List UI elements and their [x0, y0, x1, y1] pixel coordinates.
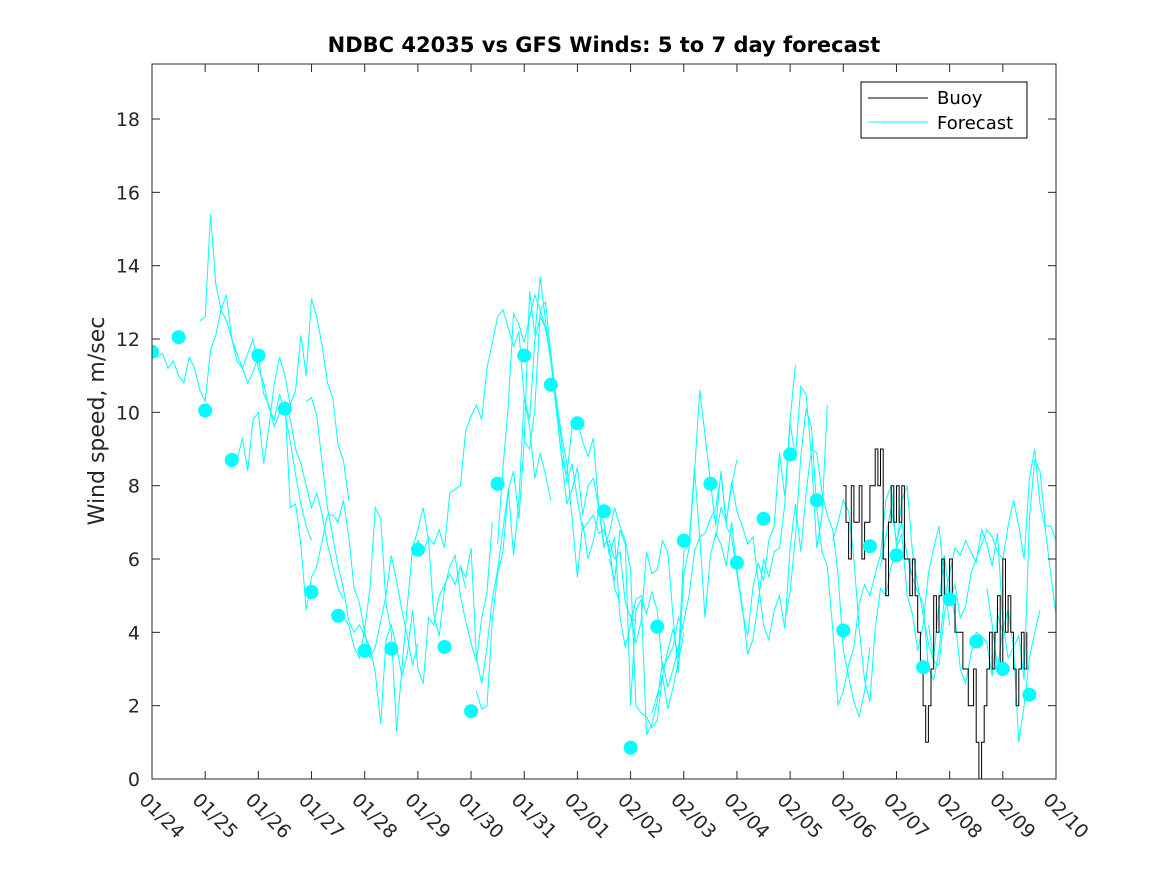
forecast-run-line — [630, 364, 796, 673]
legend: Buoy Forecast — [860, 81, 1028, 139]
forecast-run-line — [523, 300, 685, 671]
legend-forecast-label: Forecast — [937, 113, 1013, 134]
plot-area — [152, 214, 1056, 779]
y-tick-label: 0 — [128, 769, 140, 791]
forecast-run-line — [784, 408, 951, 706]
y-tick-label: 10 — [116, 402, 140, 424]
forecast-run-line — [459, 276, 621, 684]
forecast-run-line — [412, 308, 552, 556]
forecast-point — [410, 542, 425, 557]
axes-frame — [151, 63, 1057, 780]
forecast-run-line — [199, 214, 344, 600]
forecast-point — [995, 662, 1010, 676]
y-tick-label: 4 — [128, 622, 140, 644]
y-axis-label: Wind speed, m/sec — [85, 317, 110, 526]
forecast-run-line — [651, 385, 828, 714]
chart-title: NDBC 42035 vs GFS Winds: 5 to 7 day fore… — [328, 33, 881, 57]
forecast-point — [623, 740, 638, 755]
y-tick-label: 16 — [116, 182, 140, 204]
legend-buoy-label: Buoy — [937, 88, 983, 109]
forecast-point — [916, 660, 931, 675]
forecast-point — [152, 344, 159, 359]
forecast-point — [171, 330, 186, 345]
forecast-point — [703, 476, 718, 491]
forecast-point — [384, 641, 399, 656]
forecast-point — [517, 348, 532, 363]
forecast-point — [251, 348, 266, 363]
forecast-point — [729, 555, 744, 570]
forecast-run-line — [475, 315, 685, 729]
forecast-point — [198, 403, 213, 418]
forecast-point — [889, 548, 904, 563]
y-tick-label: 8 — [128, 476, 140, 498]
forecast-point — [783, 447, 798, 462]
forecast-point — [464, 704, 479, 719]
forecast-point — [357, 643, 372, 658]
forecast-run-line — [305, 396, 467, 725]
forecast-run-line — [608, 459, 738, 736]
forecast-point — [969, 634, 984, 649]
forecast-point — [304, 585, 319, 599]
legend-box — [860, 81, 1028, 139]
forecast-point — [437, 640, 452, 654]
forecast-point — [809, 493, 824, 508]
forecast-point — [543, 377, 558, 392]
forecast-point — [836, 623, 851, 638]
y-tick-label: 2 — [128, 696, 140, 718]
forecast-run-line — [284, 401, 419, 666]
forecast-point — [331, 608, 346, 623]
forecast-point — [490, 476, 505, 491]
y-tick-label: 6 — [128, 549, 140, 571]
forecast-point — [1022, 687, 1037, 702]
forecast-point — [224, 453, 239, 467]
y-tick-label: 14 — [116, 256, 140, 278]
forecast-point — [756, 511, 771, 526]
forecast-point — [570, 416, 585, 431]
y-tick-label: 12 — [116, 329, 140, 351]
forecast-point — [676, 533, 691, 548]
forecast-run-line — [497, 293, 637, 622]
forecast-point — [942, 592, 957, 607]
forecast-run-line — [342, 505, 493, 732]
buoy-line — [843, 448, 1028, 779]
forecast-run-line — [715, 448, 871, 719]
forecast-point — [597, 504, 611, 519]
forecast-point — [650, 619, 665, 634]
forecast-point — [862, 539, 877, 554]
y-tick-label: 18 — [116, 109, 140, 131]
forecast-point — [277, 401, 292, 416]
forecast-run-line — [236, 298, 350, 501]
